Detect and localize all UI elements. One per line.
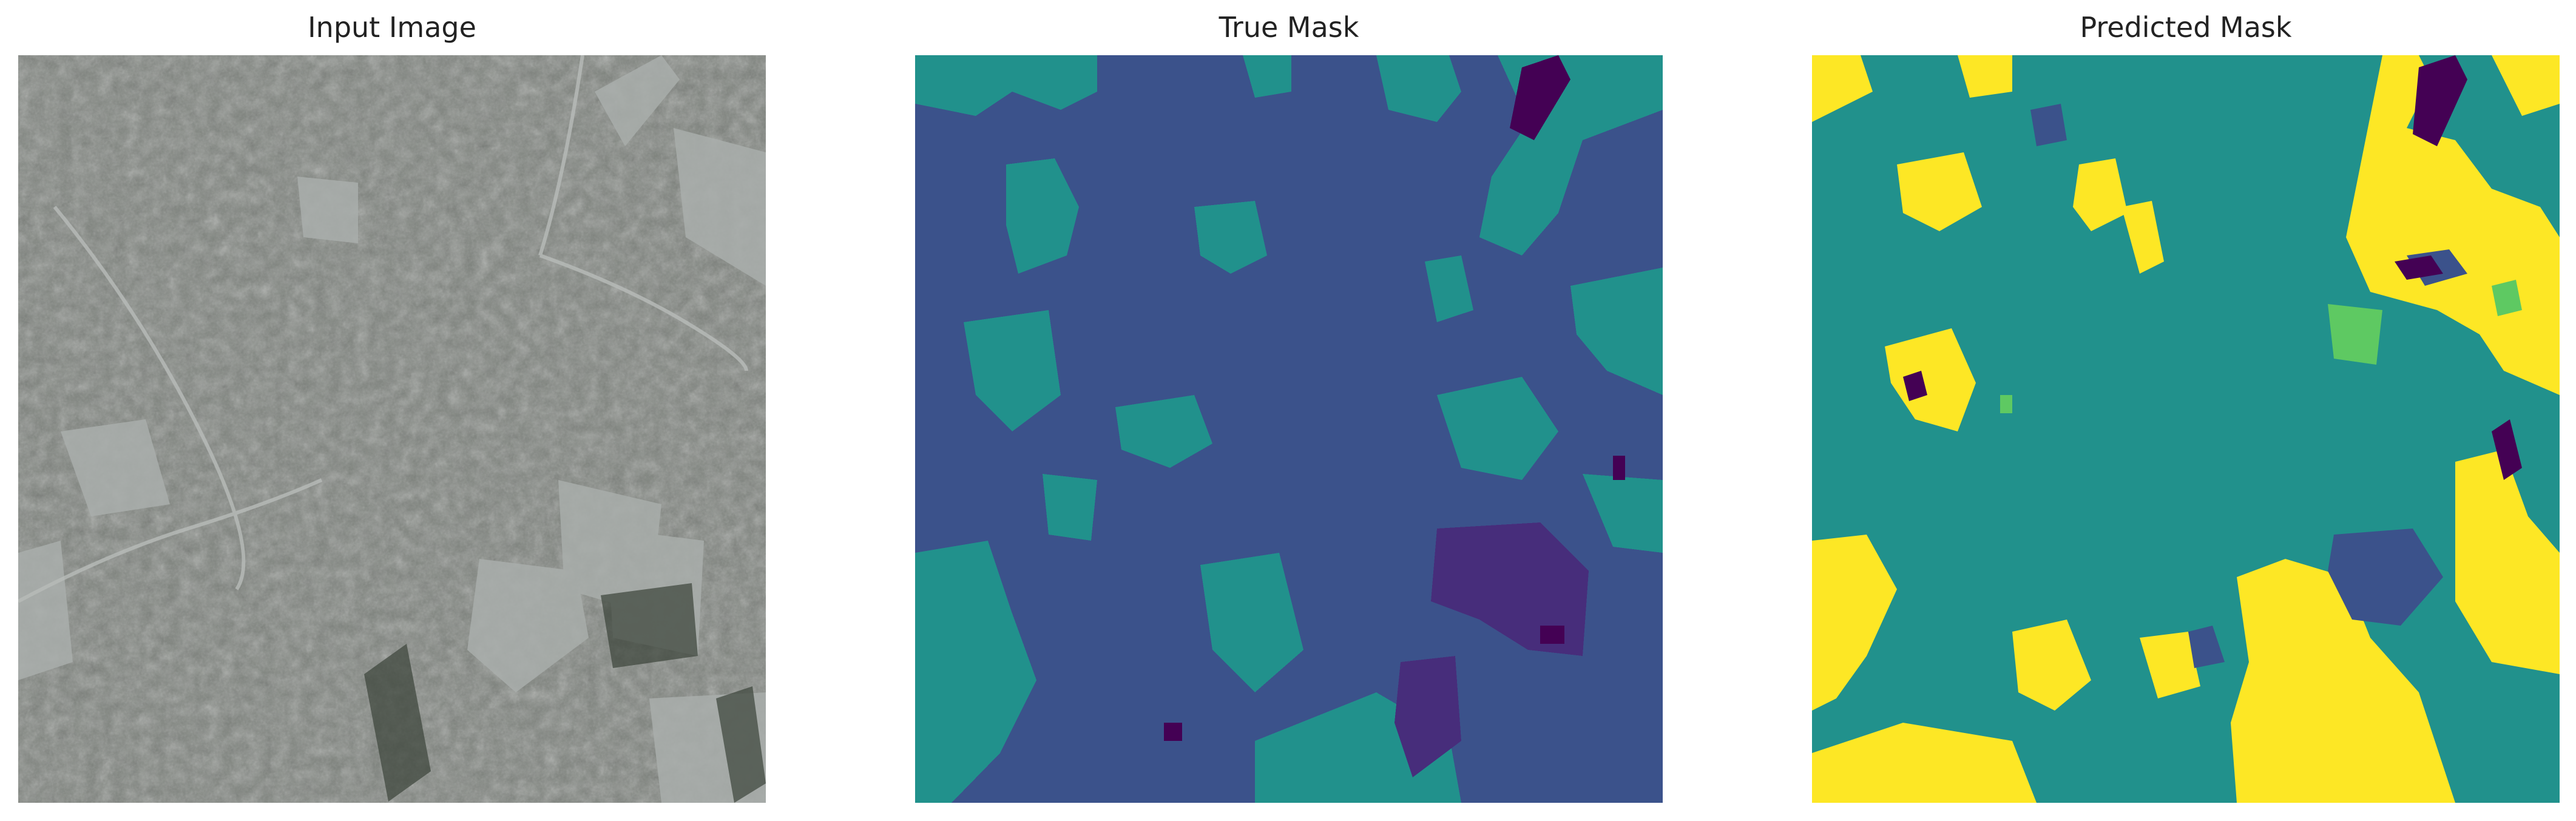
class-1-regions	[2030, 104, 2467, 668]
class-0-dark-spots	[1164, 55, 1625, 741]
class-0-regions	[1394, 522, 1589, 777]
true-mask-title: True Mask	[1219, 11, 1359, 44]
true-mask-panel: True Mask	[915, 0, 1663, 821]
input-image-panel: Input Image	[18, 0, 766, 821]
true-mask-image	[915, 55, 1663, 803]
roads	[18, 55, 748, 603]
predicted-mask-panel: Predicted Mask	[1812, 0, 2560, 821]
class-4-regions	[1812, 55, 2560, 803]
class-2-regions	[915, 55, 1663, 803]
dark-fields	[364, 583, 766, 803]
predicted-mask-title: Predicted Mask	[2080, 11, 2292, 44]
predicted-mask-image	[1812, 55, 2560, 803]
input-image	[18, 55, 766, 803]
class-3-regions	[2000, 280, 2522, 413]
class-0-regions	[1903, 55, 2522, 480]
input-image-title: Input Image	[308, 11, 476, 44]
